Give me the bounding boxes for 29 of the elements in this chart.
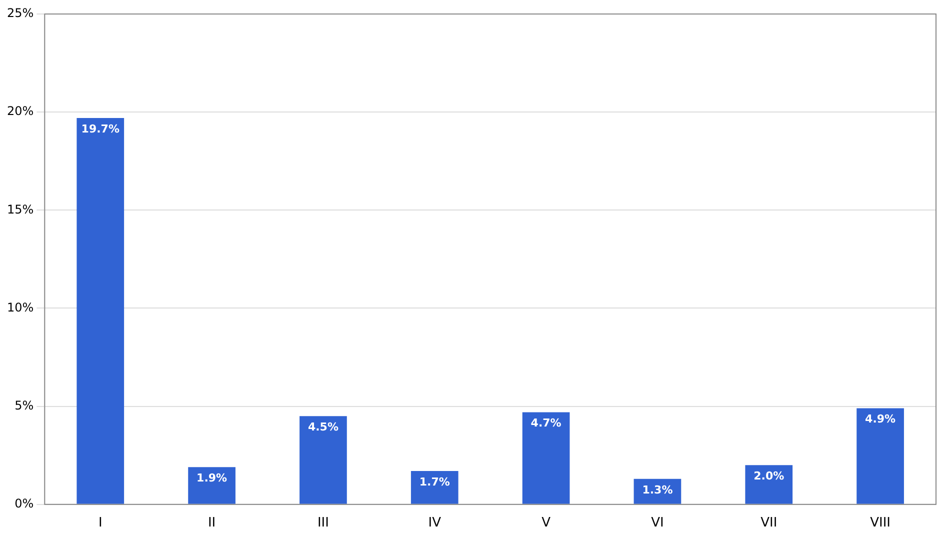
x-tick-label: VIII bbox=[870, 516, 890, 531]
data-label: 4.5% bbox=[308, 420, 338, 434]
x-tick-label: VII bbox=[760, 516, 778, 531]
x-tick-label: II bbox=[208, 516, 216, 531]
bar bbox=[522, 412, 570, 504]
x-tick-label: VI bbox=[651, 516, 664, 531]
x-tick-label: III bbox=[317, 516, 329, 531]
data-label: 1.9% bbox=[196, 471, 228, 484]
x-tick-label: V bbox=[542, 516, 551, 531]
bar bbox=[188, 467, 236, 504]
data-label: 1.3% bbox=[642, 483, 673, 496]
y-tick-label: 20% bbox=[7, 104, 34, 118]
bar bbox=[410, 471, 458, 504]
data-label: 4.7% bbox=[530, 416, 562, 430]
bar bbox=[300, 416, 347, 504]
bar bbox=[76, 118, 124, 504]
x-tick-label: I bbox=[98, 516, 102, 531]
bar bbox=[856, 408, 904, 504]
y-tick-label: 15% bbox=[7, 202, 34, 216]
y-tick-label: 10% bbox=[7, 300, 34, 314]
x-tick-label: IV bbox=[428, 516, 442, 531]
y-tick-label: 5% bbox=[14, 398, 34, 412]
data-label: 2.0% bbox=[754, 470, 784, 483]
data-label: 4.9% bbox=[865, 412, 896, 426]
bar bbox=[745, 465, 793, 504]
data-label: 1.7% bbox=[419, 475, 450, 488]
y-tick-label: 25% bbox=[7, 6, 34, 20]
data-label: 19.7% bbox=[81, 122, 120, 136]
y-tick-label: 0% bbox=[14, 496, 34, 511]
